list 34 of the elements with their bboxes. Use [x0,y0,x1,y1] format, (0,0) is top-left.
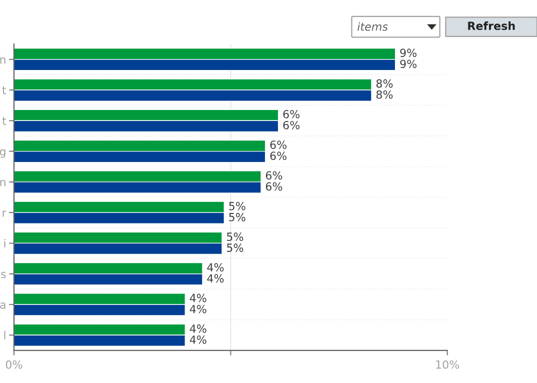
data-label: 5% [227,232,244,241]
data-label: 6% [283,120,300,130]
data-label: 4% [207,263,224,272]
y-tick-label: i [4,238,6,248]
y-tick-label: n [0,57,6,64]
y-tick-label: g [0,149,6,158]
data-label: 6% [270,140,286,149]
data-label: 6% [270,152,286,160]
y-tick-label: s [1,272,6,278]
y-tick-label: r [2,210,6,217]
data-label: 8% [376,79,393,88]
y-tick-label: l [4,330,6,340]
y-tick-label: t [2,117,6,125]
data-label: 6% [266,182,282,191]
y-tick-label: a [0,302,6,309]
y-tick-label: t [2,86,6,94]
data-label: 4% [190,304,206,314]
data-label: 6% [266,171,282,180]
data-label: 5% [229,212,246,222]
data-label: 8% [376,90,393,99]
data-label: 9% [400,48,416,58]
x-tick-label: 10% [436,360,460,369]
data-label: 6% [283,110,300,118]
data-label: 4% [190,324,206,333]
data-label: 9% [400,60,416,68]
data-label: 5% [229,202,246,210]
data-label: 5% [227,244,244,252]
data-label: 4% [190,294,206,302]
y-tick-label: n [0,180,6,186]
data-label: 4% [190,335,206,344]
text: Refresh [468,21,515,30]
x-tick-label: 0% [6,360,22,369]
text: items [357,22,388,31]
data-label: 4% [207,274,224,283]
